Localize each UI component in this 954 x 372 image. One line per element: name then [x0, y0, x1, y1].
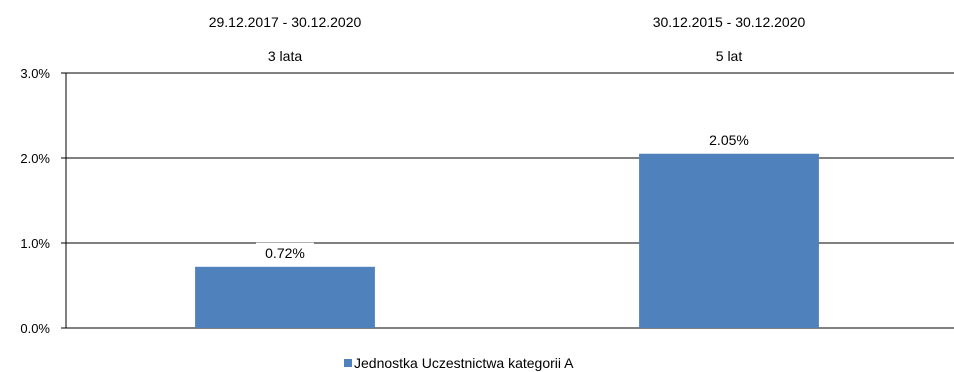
legend: Jednostka Uczestnictwa kategorii A	[344, 355, 574, 371]
chart-text: 0.0% 1.0% 2.0% 3.0% 0.72% 29.12.2017 - 30.12.…	[20, 14, 805, 336]
bar	[639, 153, 819, 328]
category-period-label: 29.12.2017 - 30.12.2020	[209, 14, 362, 30]
legend-swatch	[344, 359, 352, 367]
data-label-background	[256, 242, 314, 263]
bars	[195, 153, 819, 328]
gridlines	[61, 72, 954, 329]
y-tick-label: 0.0%	[20, 321, 50, 336]
y-tick-label: 1.0%	[20, 236, 50, 251]
data-label-background	[700, 129, 758, 150]
category-duration-label: 3 lata	[268, 48, 302, 64]
data-label: 0.72%	[265, 245, 305, 261]
bar	[195, 266, 375, 328]
y-tick-label: 3.0%	[20, 66, 50, 81]
data-label: 2.05%	[709, 132, 749, 148]
y-tick-label: 2.0%	[20, 151, 50, 166]
category-period-label: 30.12.2015 - 30.12.2020	[653, 14, 806, 30]
category-duration-label: 5 lat	[716, 48, 743, 64]
legend-label: Jednostka Uczestnictwa kategorii A	[354, 355, 574, 371]
